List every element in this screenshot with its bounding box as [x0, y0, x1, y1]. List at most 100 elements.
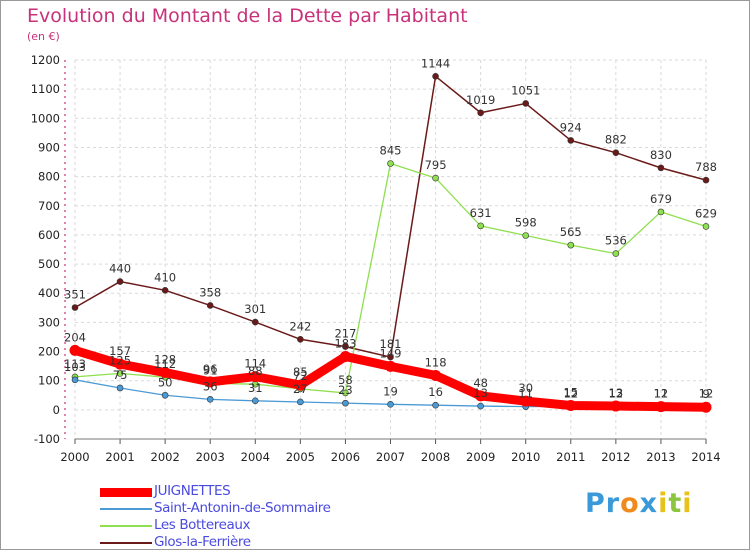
data-point [294, 379, 306, 391]
data-label: 13 [609, 386, 624, 400]
data-point [385, 360, 396, 372]
x-tick-label: 2009 [466, 450, 495, 464]
y-tick-label: 1100 [31, 82, 60, 96]
data-point [430, 369, 442, 381]
data-label: 48 [473, 376, 488, 390]
data-label: 50 [158, 375, 173, 389]
data-label: 75 [113, 368, 128, 382]
data-point [387, 401, 394, 408]
data-label: 204 [64, 330, 86, 344]
brand-logo: Proxiti [585, 488, 693, 519]
data-label: 72 [293, 369, 308, 383]
data-label: 598 [515, 216, 537, 230]
data-point [565, 399, 577, 411]
data-label: 103 [64, 360, 86, 374]
data-point [520, 395, 532, 407]
legend-swatch [100, 508, 152, 510]
data-point [612, 250, 620, 257]
data-label: 631 [470, 206, 492, 220]
y-tick-label: 800 [38, 170, 60, 184]
data-point [432, 73, 439, 80]
data-label: 118 [425, 355, 447, 369]
x-tick-label: 2010 [511, 450, 540, 464]
data-point [655, 401, 667, 413]
legend-label: Saint-Antonin-de-Sommaire [154, 500, 331, 516]
data-label: 114 [244, 357, 266, 371]
data-point [610, 400, 622, 412]
data-label: 85 [293, 365, 308, 379]
x-tick-label: 2014 [691, 450, 720, 464]
legend-label: JUIGNETTES [154, 483, 231, 499]
data-label: 1144 [421, 56, 450, 70]
data-point [249, 371, 261, 383]
data-point [71, 376, 79, 384]
data-point [612, 149, 620, 157]
chart-subtitle: (en €) [27, 30, 60, 43]
data-label: 565 [560, 225, 582, 239]
chart-title: Evolution du Montant de la Dette par Hab… [27, 5, 468, 27]
data-point [297, 335, 304, 343]
data-label: 31 [248, 381, 263, 395]
data-point [204, 376, 216, 388]
y-tick-label: 700 [38, 199, 60, 213]
data-label: 15 [563, 385, 578, 399]
data-label: 358 [199, 285, 221, 299]
x-tick-label: 2012 [601, 450, 630, 464]
data-point [251, 397, 259, 405]
data-point [477, 109, 484, 117]
data-label: 88 [248, 364, 263, 378]
y-tick-label: 0 [53, 403, 60, 417]
data-point [297, 398, 304, 406]
data-label: 13 [473, 386, 488, 400]
data-label: 629 [695, 206, 717, 220]
data-label: 301 [244, 302, 266, 316]
legend-swatch [100, 542, 152, 544]
data-label: 12 [563, 386, 578, 400]
x-tick-label: 2008 [421, 450, 450, 464]
y-tick-label: 100 [38, 374, 60, 388]
data-point [342, 399, 349, 407]
x-tick-label: 2013 [646, 450, 675, 464]
data-label: 23 [338, 383, 353, 397]
data-label: 12 [609, 386, 624, 400]
data-point [657, 208, 665, 216]
x-tick-label: 2004 [241, 450, 270, 464]
data-label: 410 [154, 270, 176, 284]
data-point [116, 370, 124, 377]
data-label: 440 [109, 262, 131, 276]
x-tick-label: 2000 [60, 450, 89, 464]
data-label: 181 [380, 337, 402, 351]
data-point [522, 100, 530, 107]
x-tick-label: 2007 [376, 450, 405, 464]
data-label: 1019 [466, 93, 495, 107]
data-label: 157 [109, 344, 131, 358]
data-point [342, 343, 349, 350]
data-label: 149 [380, 346, 402, 360]
data-label: 12 [699, 386, 714, 400]
data-label: 16 [428, 385, 443, 399]
data-label: 11 [654, 387, 669, 401]
data-point [206, 396, 214, 403]
x-tick-label: 2011 [556, 450, 585, 464]
data-point [251, 318, 259, 326]
data-label: 183 [334, 336, 356, 350]
x-tick-label: 2005 [286, 450, 315, 464]
x-tick-label: 2006 [331, 450, 360, 464]
data-label: 125 [109, 353, 131, 367]
y-tick-label: 900 [38, 140, 60, 154]
data-label: 845 [380, 143, 402, 157]
x-tick-label: 2003 [196, 450, 225, 464]
data-label: 30 [518, 381, 533, 395]
data-label: 12 [654, 386, 669, 400]
data-label: 1051 [511, 83, 540, 97]
data-point [161, 391, 169, 399]
data-label: 882 [605, 133, 627, 147]
legend-label: Glos-la-Ferrière [154, 534, 251, 550]
data-label: 351 [64, 288, 86, 302]
y-tick-label: -100 [34, 432, 60, 446]
data-point [567, 241, 575, 249]
data-label: 9 [702, 387, 709, 401]
data-label: 11 [518, 387, 533, 401]
